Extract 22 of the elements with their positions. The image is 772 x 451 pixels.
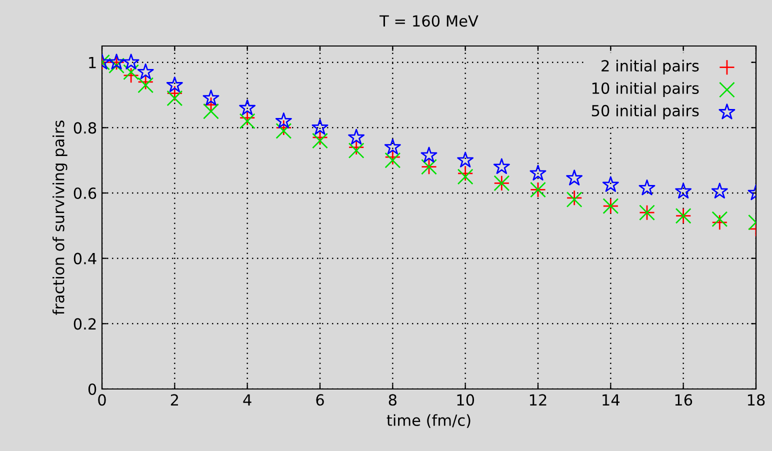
x-tick-label: 10 xyxy=(457,394,474,406)
x-tick-label: 14 xyxy=(602,394,620,406)
x-tick-label: 6 xyxy=(316,394,324,406)
legend-label: 50 initial pairs xyxy=(592,104,699,120)
legend-label: 2 initial pairs xyxy=(602,60,699,75)
y-tick-label: 0.4 xyxy=(74,252,96,264)
x-tick-label: 0 xyxy=(98,394,106,406)
legend-label: 10 initial pairs xyxy=(592,82,699,97)
y-tick-label: 0 xyxy=(88,383,96,396)
x-tick-label: 4 xyxy=(243,394,252,406)
x-tick-label: 8 xyxy=(388,394,396,406)
y-tick-label: 0.2 xyxy=(74,318,96,330)
y-axis-title: fraction of surviving pairs xyxy=(52,120,68,315)
x-tick-label: 2 xyxy=(170,394,178,406)
y-tick-label: 0.8 xyxy=(74,122,96,134)
x-tick-label: 12 xyxy=(530,394,546,406)
y-tick-label: 0.6 xyxy=(74,187,96,200)
x-tick-label: 18 xyxy=(748,394,765,406)
y-tick-label: 1 xyxy=(89,57,96,68)
chart-title: T = 160 MeV xyxy=(380,15,478,27)
x-axis-title: time (fm/c) xyxy=(386,414,470,428)
x-tick-label: 16 xyxy=(675,394,692,406)
